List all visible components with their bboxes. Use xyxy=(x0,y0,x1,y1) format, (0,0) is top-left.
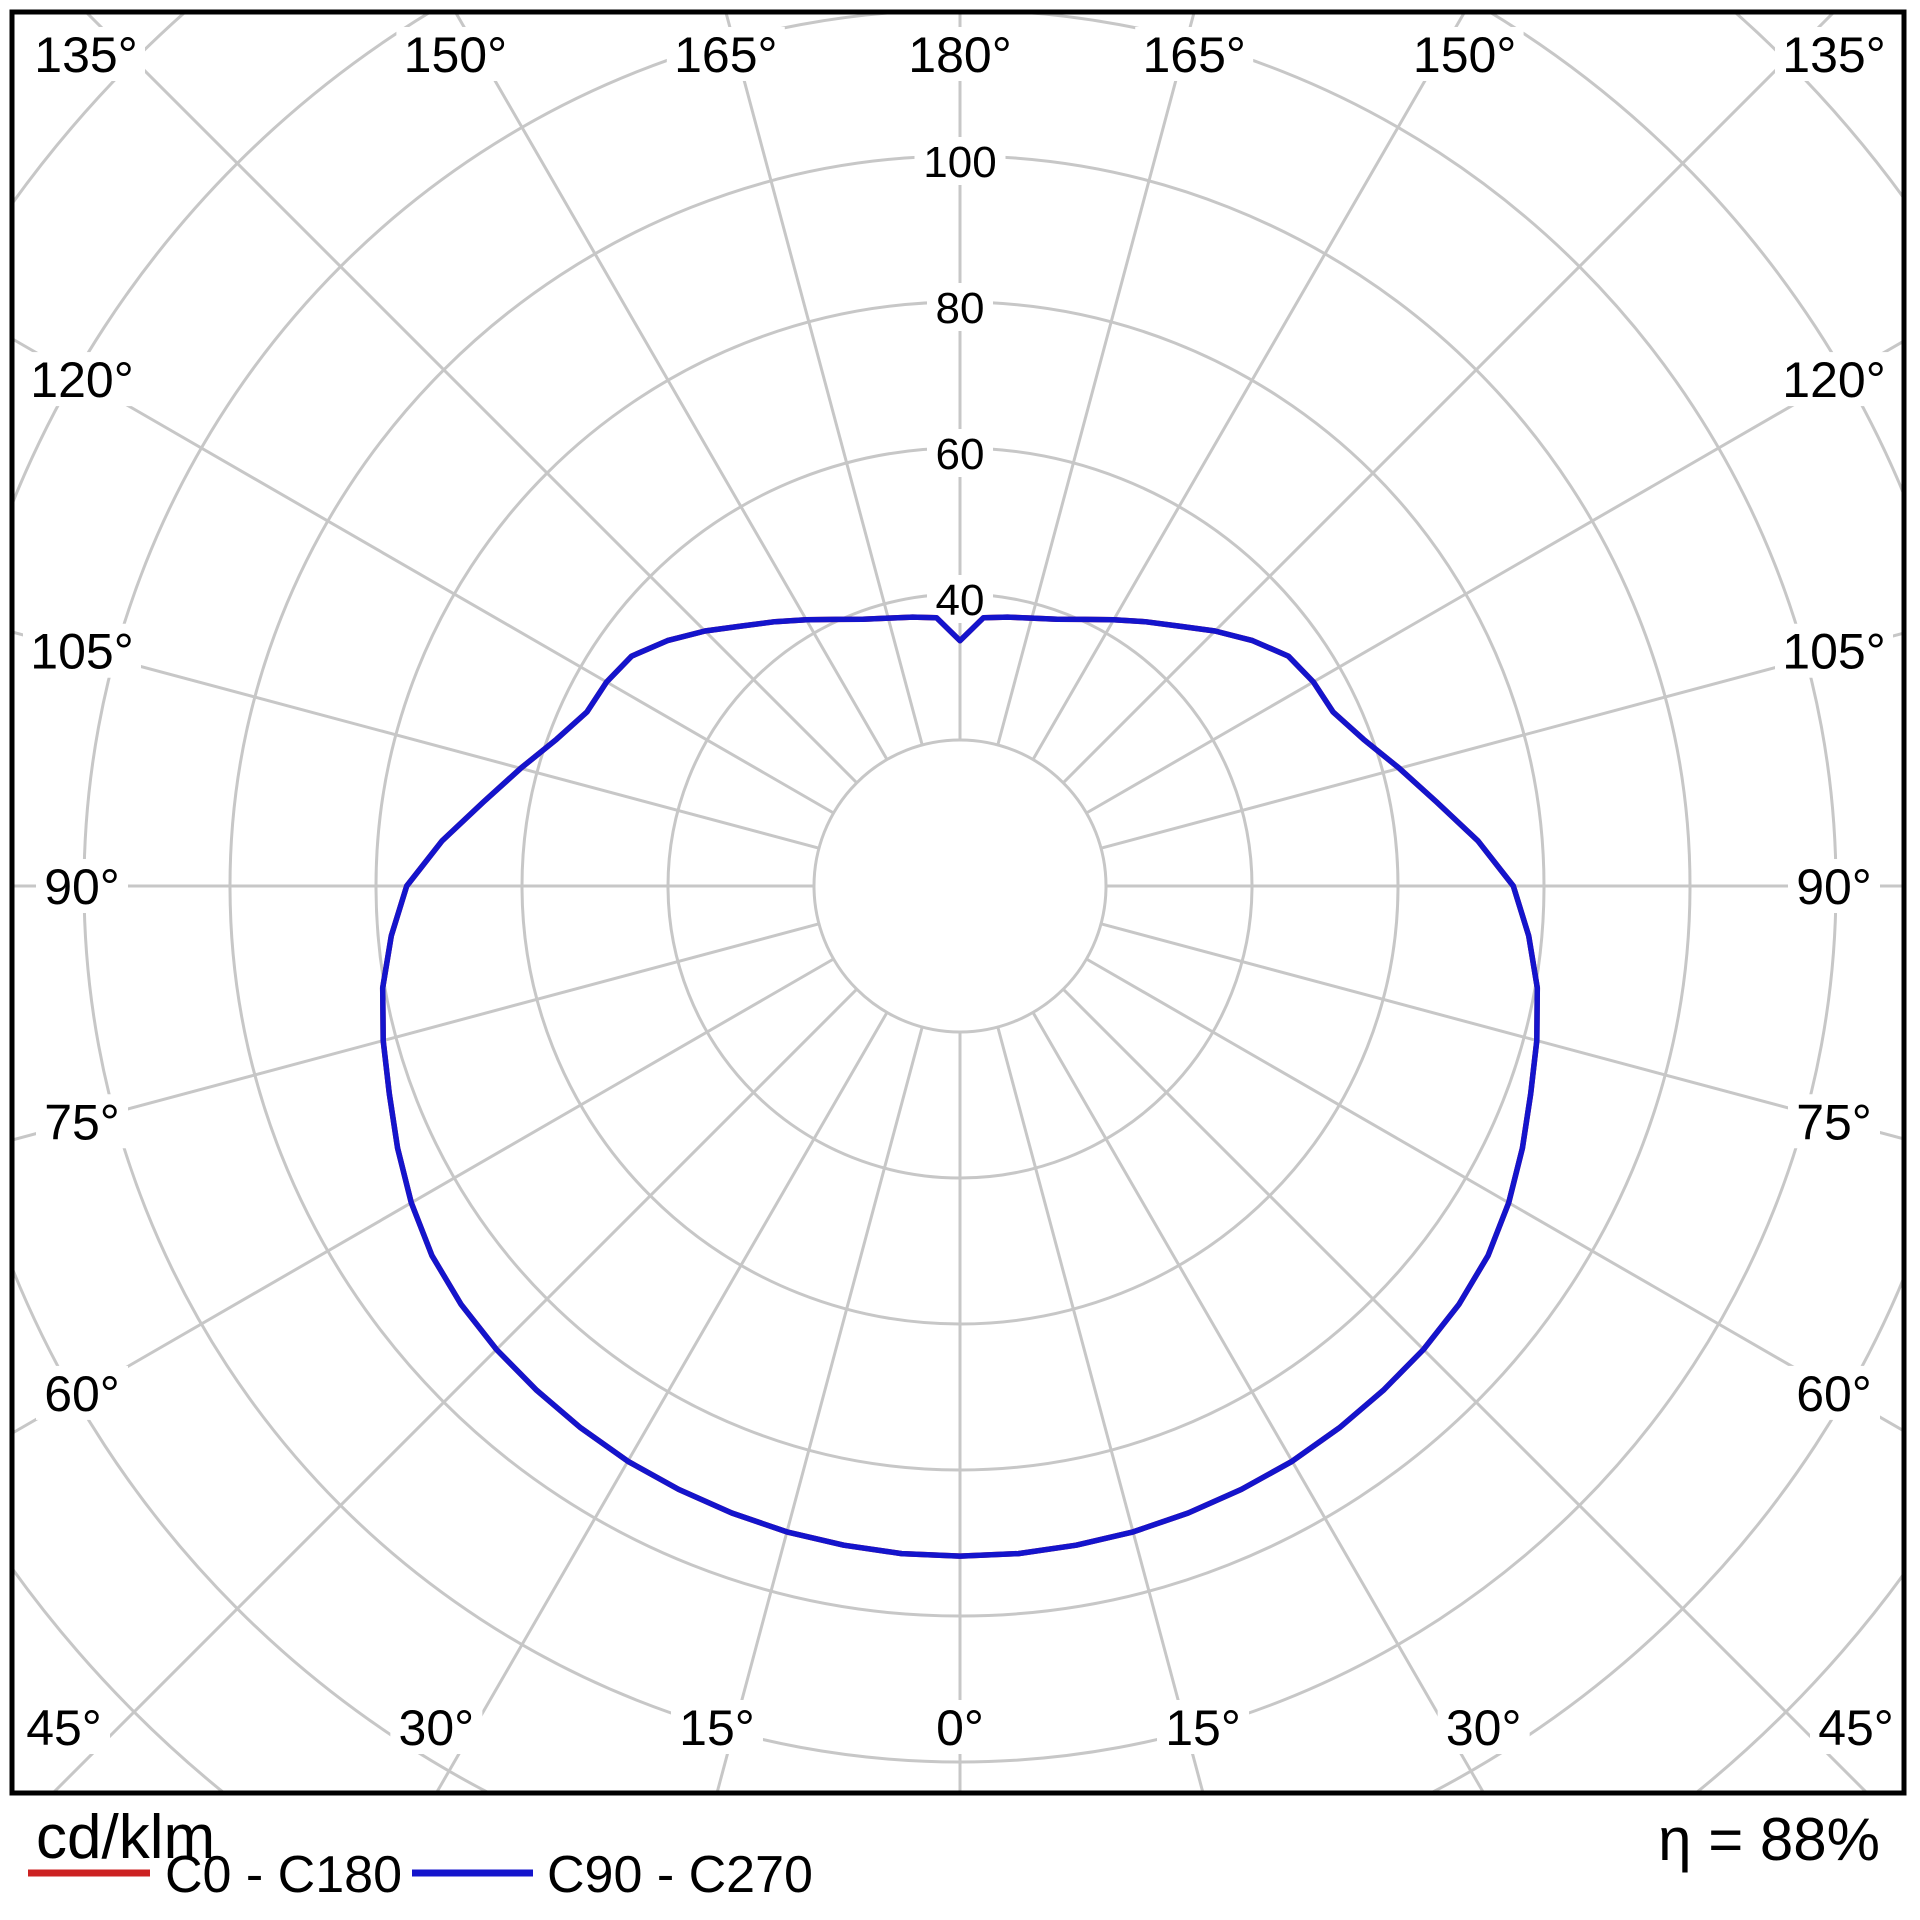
angle-tick-label-150°-right: 150° xyxy=(1413,27,1516,83)
radial-tick-label-40: 40 xyxy=(936,576,985,625)
angle-tick-label-60°-right: 60° xyxy=(1796,1366,1872,1422)
angle-tick-bg-120°-right xyxy=(1775,352,1893,407)
angle-tick-bg-60°-right xyxy=(1788,1365,1880,1420)
angle-tick-label-15°-right: 15° xyxy=(1165,1700,1241,1756)
angle-tick-label-120°-left: 120° xyxy=(30,352,133,408)
grid-ray-165-right xyxy=(996,12,1196,746)
grid-ray-15-right xyxy=(996,1026,1205,1793)
angle-tick-label-45°-left: 45° xyxy=(26,1700,102,1756)
angle-tick-bg-30°-right xyxy=(1437,1700,1530,1754)
legend-label-c0: C0 - C180 xyxy=(165,1846,402,1904)
grid-ray-30-right xyxy=(1031,1011,1486,1793)
angle-tick-bg-90°-left xyxy=(36,859,128,913)
angle-tick-label-90°-right: 90° xyxy=(1796,859,1872,915)
angle-tick-bg-135°-left xyxy=(27,27,145,81)
angle-tick-label-90°-left: 90° xyxy=(44,859,120,915)
grid-ray-60-left xyxy=(12,957,835,1436)
grid-ray-15-left xyxy=(715,1026,924,1793)
grid-ray-60-right xyxy=(1085,957,1904,1433)
angle-tick-label-75°-right: 75° xyxy=(1796,1094,1872,1150)
angle-tick-label-150°-left: 150° xyxy=(404,27,507,83)
angle-tick-label-30°-right: 30° xyxy=(1446,1700,1522,1756)
angle-tick-bg-45°-left xyxy=(18,1700,110,1754)
angle-tick-bg-75°-left xyxy=(36,1094,128,1149)
radial-tick-label-60: 60 xyxy=(936,430,985,479)
angle-tick-label-165°-left: 165° xyxy=(674,27,777,83)
grid-ray-75-right xyxy=(1100,922,1904,1141)
plot-frame xyxy=(9,9,1907,1796)
angle-tick-label-180°-right: 180° xyxy=(908,27,1011,83)
angle-tick-bg-15°-right xyxy=(1157,1700,1250,1754)
angle-tick-bg-0°-left xyxy=(927,1700,993,1754)
angle-tick-bg-120°-left xyxy=(23,352,141,407)
grid-ray-150-right xyxy=(1031,12,1467,761)
radial-tick-label-100: 100 xyxy=(923,138,996,187)
legend: C0 - C180 C90 - C270 xyxy=(28,1846,813,1904)
angle-tick-label-135°-left: 135° xyxy=(34,27,137,83)
radial-tick-bg-60 xyxy=(927,429,993,477)
legend-label-c90: C90 - C270 xyxy=(547,1846,813,1904)
angle-tick-bg-60°-left xyxy=(36,1365,128,1420)
grid-ray-30-left xyxy=(434,1011,889,1793)
angle-tick-bg-90°-right xyxy=(1788,859,1880,913)
grid-ray-120-left xyxy=(12,336,835,815)
radial-tick-bg-100 xyxy=(914,137,1006,185)
radial-tick-bg-80 xyxy=(927,283,993,331)
curve-C90-C270 xyxy=(379,614,1541,1559)
angle-tick-label-0°-left: 0° xyxy=(936,1700,984,1756)
angle-tick-bg-180°-right xyxy=(901,27,1019,81)
efficiency-value: η = 88% xyxy=(1658,1806,1880,1873)
angle-tick-bg-30°-left xyxy=(390,1700,483,1754)
angle-tick-label-45°-right: 45° xyxy=(1818,1700,1894,1756)
angle-tick-label-105°-left: 105° xyxy=(30,624,133,680)
angle-tick-bg-45°-right xyxy=(1810,1700,1902,1754)
angle-tick-label-30°-left: 30° xyxy=(399,1700,475,1756)
angle-tick-bg-150°-right xyxy=(1405,27,1524,81)
angle-tick-bg-75°-right xyxy=(1788,1094,1880,1149)
angle-tick-bg-135°-right xyxy=(1775,27,1893,81)
angle-tick-label-120°-right: 120° xyxy=(1782,352,1885,408)
grid-ray-120-right xyxy=(1085,339,1904,815)
angle-tick-label-60°-left: 60° xyxy=(44,1366,120,1422)
axis-tick-labels: 40 60 80 100 0° 15° 30° 45° 60° 75° 90° 105° 120° 135… xyxy=(18,27,1902,1756)
angle-tick-label-165°-right: 165° xyxy=(1142,27,1245,83)
grid-ray-105-left xyxy=(12,630,820,850)
angle-tick-bg-105°-right xyxy=(1775,623,1893,678)
grid-ray-75-left xyxy=(12,922,820,1142)
grid-ray-45-left xyxy=(50,988,858,1793)
angle-tick-bg-105°-left xyxy=(23,623,141,678)
angle-tick-bg-15°-left xyxy=(670,1700,763,1754)
units-label: cd/klm xyxy=(36,1803,215,1872)
radial-tick-bg-40 xyxy=(927,575,993,623)
intensity-curves xyxy=(379,614,1541,1559)
grid-ray-165-left xyxy=(724,12,924,746)
angle-tick-bg-165°-left xyxy=(666,27,785,81)
angle-tick-label-105°-right: 105° xyxy=(1782,624,1885,680)
radial-tick-label-80: 80 xyxy=(936,284,985,333)
angle-tick-bg-150°-left xyxy=(396,27,515,81)
angle-tick-bg-165°-right xyxy=(1135,27,1254,81)
grid-ray-45-right xyxy=(1062,988,1870,1793)
angle-tick-label-135°-right: 135° xyxy=(1782,27,1885,83)
grid-ring-20 xyxy=(812,738,1108,1034)
angle-tick-label-15°-left: 15° xyxy=(679,1700,755,1756)
angle-tick-label-75°-left: 75° xyxy=(44,1094,120,1150)
grid-ray-150-left xyxy=(453,12,889,761)
grid-ray-105-right xyxy=(1100,631,1904,850)
